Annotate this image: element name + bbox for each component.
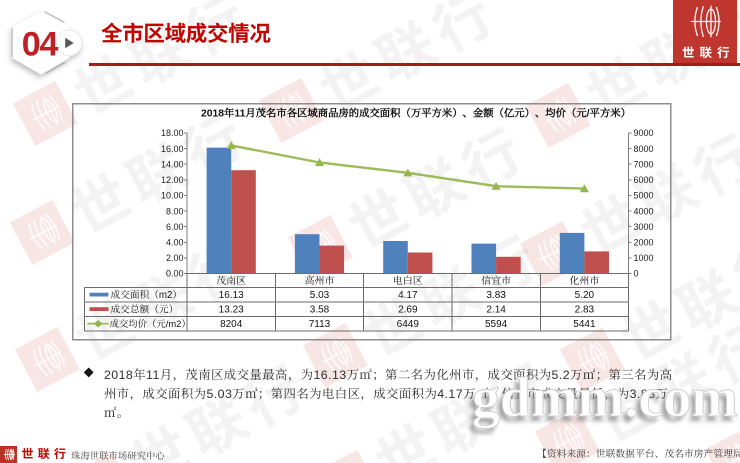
svg-text:6.00: 6.00 (166, 222, 184, 232)
svg-text:成交均价（元/m2）: 成交均价（元/m2） (110, 318, 191, 329)
svg-text:2.14: 2.14 (486, 304, 506, 315)
svg-text:茂南区: 茂南区 (216, 275, 246, 287)
svg-text:7000: 7000 (634, 159, 654, 169)
svg-text:1000: 1000 (634, 253, 654, 263)
svg-text:7113: 7113 (309, 319, 331, 330)
svg-text:16.13: 16.13 (219, 290, 244, 301)
svg-text:16.00: 16.00 (161, 144, 184, 154)
svg-text:2.83: 2.83 (575, 304, 595, 315)
svg-text:8.00: 8.00 (166, 206, 184, 216)
svg-text:2000: 2000 (634, 238, 654, 248)
svg-text:5441: 5441 (573, 319, 596, 330)
svg-text:8204: 8204 (220, 319, 243, 330)
svg-text:高州市: 高州市 (305, 275, 335, 287)
svg-text:4.17: 4.17 (398, 290, 418, 301)
svg-text:化州市: 化州市 (569, 275, 599, 287)
svg-text:3.58: 3.58 (310, 304, 330, 315)
svg-text:3.83: 3.83 (486, 290, 506, 301)
svg-text:电白区: 电白区 (393, 275, 423, 287)
svg-text:5.03: 5.03 (310, 290, 330, 301)
svg-text:0: 0 (634, 269, 639, 279)
svg-text:信宜市: 信宜市 (481, 275, 511, 287)
svg-text:10.00: 10.00 (161, 191, 184, 201)
svg-text:13.23: 13.23 (219, 304, 244, 315)
svg-text:0.00: 0.00 (166, 269, 184, 279)
svg-text:5000: 5000 (634, 191, 654, 201)
svg-text:14.00: 14.00 (161, 159, 184, 169)
svg-text:18.00: 18.00 (161, 128, 184, 138)
svg-text:6449: 6449 (397, 319, 420, 330)
svg-text:4000: 4000 (634, 206, 654, 216)
svg-text:04: 04 (22, 26, 59, 64)
svg-text:5.20: 5.20 (575, 290, 595, 301)
svg-text:4.00: 4.00 (166, 238, 184, 248)
svg-text:8000: 8000 (634, 144, 654, 154)
svg-text:12.00: 12.00 (161, 175, 184, 185)
svg-text:3000: 3000 (634, 222, 654, 232)
svg-text:5594: 5594 (485, 319, 508, 330)
svg-text:2.69: 2.69 (398, 304, 418, 315)
svg-text:成交总额（元）: 成交总额（元） (111, 303, 179, 315)
svg-text:2.00: 2.00 (166, 253, 184, 263)
svg-text:成交面积（m2）: 成交面积（m2） (111, 289, 183, 301)
svg-text:6000: 6000 (634, 175, 654, 185)
svg-text:2018年11月茂名市各区域商品房的成交面积（万平方米）、金: 2018年11月茂名市各区域商品房的成交面积（万平方米）、金额（亿元）、均价（元… (201, 107, 631, 120)
svg-text:9000: 9000 (634, 128, 654, 138)
